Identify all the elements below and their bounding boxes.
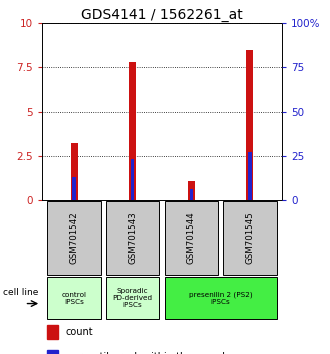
Text: cell line: cell line [3,289,39,297]
Title: GDS4141 / 1562261_at: GDS4141 / 1562261_at [81,8,243,22]
Bar [188,181,195,200]
FancyBboxPatch shape [106,201,159,275]
Bar [248,152,252,200]
Text: GSM701544: GSM701544 [187,212,196,264]
Bar [71,143,78,200]
Text: GSM701545: GSM701545 [246,212,254,264]
FancyBboxPatch shape [48,201,101,275]
Bar [247,50,253,200]
Text: control
IPSCs: control IPSCs [62,292,87,305]
Bar [129,62,136,200]
Bar [189,189,193,200]
FancyBboxPatch shape [106,277,159,319]
Bar [47,350,57,354]
Text: Sporadic
PD-derived
iPSCs: Sporadic PD-derived iPSCs [113,288,153,308]
Text: GSM701542: GSM701542 [70,212,79,264]
FancyBboxPatch shape [223,201,277,275]
Bar [72,177,76,200]
Bar [47,325,57,339]
Text: count: count [66,327,94,337]
Text: presenilin 2 (PS2)
iPSCs: presenilin 2 (PS2) iPSCs [189,291,252,305]
FancyBboxPatch shape [165,277,277,319]
Text: percentile rank within the sample: percentile rank within the sample [66,352,231,354]
Bar [131,159,135,200]
FancyBboxPatch shape [165,201,218,275]
Text: GSM701543: GSM701543 [128,212,137,264]
FancyBboxPatch shape [48,277,101,319]
